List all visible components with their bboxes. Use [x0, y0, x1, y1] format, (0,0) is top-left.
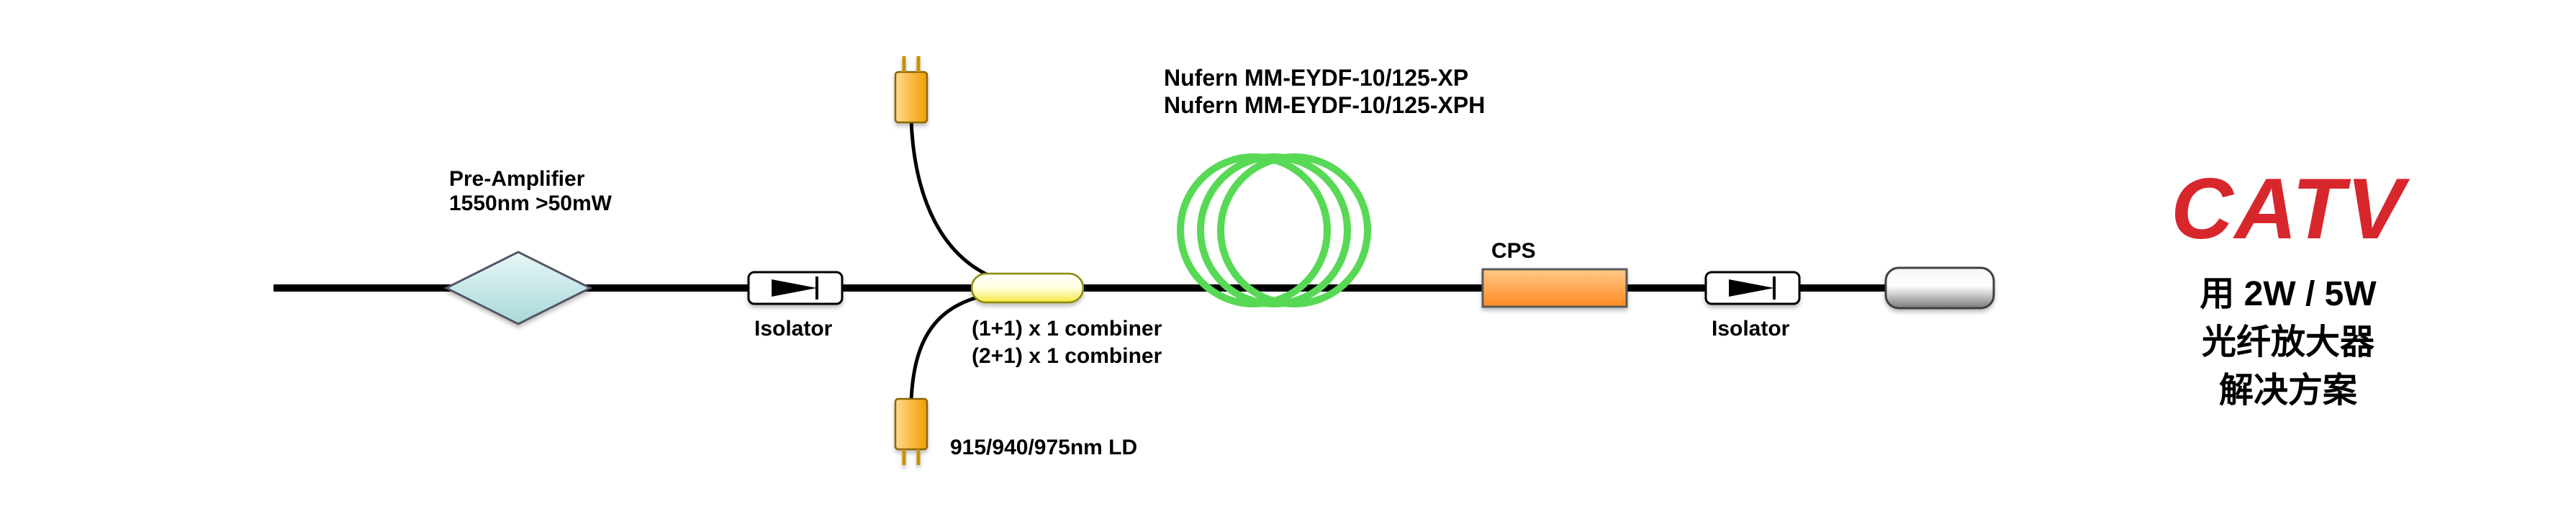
cps-label: CPS [1491, 239, 1536, 264]
combiner-label-1: (1+1) x 1 combiner [972, 317, 1162, 341]
catv-line-1: 用 2W / 5W [2101, 270, 2475, 318]
fiber-label-2: Nufern MM-EYDF-10/125-XPH [1164, 92, 1485, 119]
preamp-label-2: 1550nm >50mW [449, 192, 612, 216]
laser-diode-bottom [895, 399, 927, 465]
pump-fiber-top [911, 121, 1015, 284]
isolator2-label: Isolator [1712, 317, 1789, 341]
catv-block: CATV 用 2W / 5W 光纤放大器 解决方案 [2101, 166, 2475, 415]
output-capsule [1886, 268, 1994, 308]
preamp-label-1: Pre-Amplifier [449, 167, 584, 192]
cps-box [1483, 269, 1627, 307]
fiber-label-1: Nufern MM-EYDF-10/125-XP [1164, 65, 1468, 91]
catv-title: CATV [2101, 166, 2475, 252]
fiber-coil [1180, 157, 1368, 304]
isolator-1 [749, 272, 842, 304]
combiner [972, 274, 1083, 302]
combiner-label-2: (2+1) x 1 combiner [972, 344, 1162, 369]
isolator1-label: Isolator [754, 317, 832, 341]
laser-diode-top [895, 56, 927, 122]
catv-line-2: 光纤放大器 [2101, 318, 2475, 366]
ld-label: 915/940/975nm LD [950, 436, 1137, 460]
catv-line-3: 解决方案 [2101, 366, 2475, 415]
pre-amplifier [446, 252, 590, 324]
isolator-2 [1706, 272, 1799, 304]
